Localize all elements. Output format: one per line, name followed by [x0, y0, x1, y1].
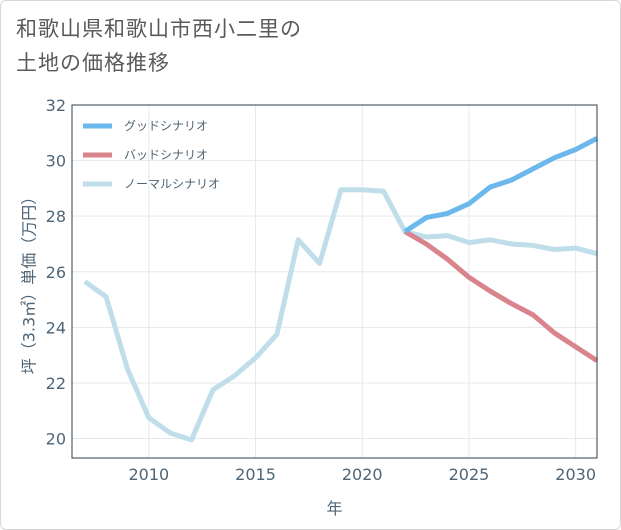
y-tick-label: 32 [46, 96, 66, 115]
plot-border [71, 104, 598, 459]
y-tick-label: 24 [46, 318, 66, 337]
y-tick-label: 20 [46, 430, 66, 449]
x-tick-label: 2025 [449, 465, 490, 484]
x-axis-title: 年 [326, 499, 342, 518]
y-axis-title: 坪（3.3㎡）単価（万円） [20, 189, 39, 374]
x-tick-label: 2030 [555, 465, 596, 484]
chart-title-line-1: 和歌山県和歌山市西小二里の [16, 17, 302, 41]
chart-title-line-2: 土地の価格推移 [16, 51, 170, 75]
series-layer [83, 136, 599, 443]
x-tick-label: 2015 [235, 465, 276, 484]
y-tick-label: 30 [46, 152, 66, 171]
tick-labels: 2010 2015 2020 2025 2030 20 22 24 26 28 30 32 [46, 96, 596, 484]
series-line-0 [403, 136, 599, 234]
x-tick-label: 2010 [128, 465, 169, 484]
chart-title: 和歌山県和歌山市西小二里の 土地の価格推移 [16, 12, 302, 80]
x-tick-label: 2020 [342, 465, 383, 484]
series-line-2 [83, 187, 598, 443]
y-tick-label: 28 [46, 207, 66, 226]
legend-label: グッドシナリオ [124, 119, 208, 133]
series-line-1 [403, 229, 599, 363]
legend-label: ノーマルシナリオ [124, 177, 220, 191]
legend-label: バッドシナリオ [124, 148, 208, 162]
y-tick-label: 22 [46, 374, 66, 393]
y-tick-label: 26 [46, 263, 66, 282]
